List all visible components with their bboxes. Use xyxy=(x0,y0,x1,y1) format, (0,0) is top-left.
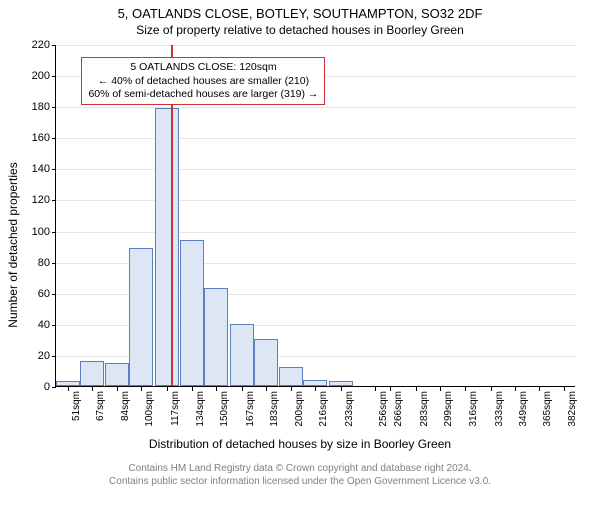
xtick-mark xyxy=(375,387,376,391)
xtick-mark xyxy=(341,387,342,391)
callout-line-3: 60% of semi-detached houses are larger (… xyxy=(88,88,318,101)
gridline xyxy=(56,107,576,108)
histogram-bar xyxy=(279,367,303,386)
histogram-bar xyxy=(180,240,204,386)
xtick-label: 333sqm xyxy=(494,391,505,441)
xtick-label: 134sqm xyxy=(195,391,206,441)
ytick-label: 40 xyxy=(20,319,50,331)
xtick-label: 283sqm xyxy=(419,391,430,441)
ytick-mark xyxy=(52,232,56,233)
gridline xyxy=(56,45,576,46)
ytick-mark xyxy=(52,325,56,326)
xtick-mark xyxy=(515,387,516,391)
xtick-label: 233sqm xyxy=(344,391,355,441)
gridline xyxy=(56,138,576,139)
xtick-label: 382sqm xyxy=(567,391,578,441)
xtick-label: 256sqm xyxy=(378,391,389,441)
xtick-mark xyxy=(266,387,267,391)
histogram-bar xyxy=(155,108,179,386)
xtick-label: 216sqm xyxy=(318,391,329,441)
ytick-mark xyxy=(52,200,56,201)
ytick-label: 60 xyxy=(20,288,50,300)
y-axis-label: Number of detached properties xyxy=(6,75,20,415)
histogram-bar xyxy=(230,324,254,386)
xtick-label: 167sqm xyxy=(245,391,256,441)
histogram-bar xyxy=(303,380,327,386)
xtick-mark xyxy=(416,387,417,391)
xtick-mark xyxy=(539,387,540,391)
xtick-mark xyxy=(242,387,243,391)
histogram-bar xyxy=(56,381,80,386)
callout-line-2: ← 40% of detached houses are smaller (21… xyxy=(88,75,318,88)
xtick-label: 84sqm xyxy=(120,391,131,441)
ytick-mark xyxy=(52,169,56,170)
xtick-mark xyxy=(192,387,193,391)
xtick-mark xyxy=(216,387,217,391)
ytick-mark xyxy=(52,107,56,108)
xtick-label: 266sqm xyxy=(393,391,404,441)
ytick-mark xyxy=(52,356,56,357)
xtick-label: 51sqm xyxy=(71,391,82,441)
ytick-label: 200 xyxy=(20,70,50,82)
ytick-mark xyxy=(52,138,56,139)
xtick-mark xyxy=(465,387,466,391)
histogram-bar xyxy=(105,363,129,386)
footer-line-2: Contains public sector information licen… xyxy=(0,476,600,489)
histogram-bar xyxy=(204,288,228,386)
ytick-mark xyxy=(52,76,56,77)
ytick-mark xyxy=(52,387,56,388)
chart-title-main: 5, OATLANDS CLOSE, BOTLEY, SOUTHAMPTON, … xyxy=(0,6,600,21)
histogram-bar xyxy=(80,361,104,386)
xtick-label: 117sqm xyxy=(170,391,181,441)
ytick-label: 140 xyxy=(20,163,50,175)
xtick-label: 200sqm xyxy=(294,391,305,441)
gridline xyxy=(56,169,576,170)
ytick-label: 0 xyxy=(20,381,50,393)
footer-attribution: Contains HM Land Registry data © Crown c… xyxy=(0,463,600,488)
xtick-mark xyxy=(390,387,391,391)
xtick-label: 150sqm xyxy=(219,391,230,441)
xtick-mark xyxy=(167,387,168,391)
ytick-label: 120 xyxy=(20,194,50,206)
xtick-label: 316sqm xyxy=(468,391,479,441)
ytick-mark xyxy=(52,45,56,46)
ytick-label: 20 xyxy=(20,350,50,362)
xtick-label: 67sqm xyxy=(95,391,106,441)
callout-line-1: 5 OATLANDS CLOSE: 120sqm xyxy=(88,61,318,74)
xtick-mark xyxy=(291,387,292,391)
xtick-mark xyxy=(92,387,93,391)
xtick-mark xyxy=(117,387,118,391)
xtick-mark xyxy=(68,387,69,391)
histogram-bar xyxy=(329,381,353,386)
chart-title-sub: Size of property relative to detached ho… xyxy=(0,23,600,37)
xtick-mark xyxy=(564,387,565,391)
chart-area: 02040608010012014016018020022051sqm67sqm… xyxy=(55,45,575,387)
callout-box: 5 OATLANDS CLOSE: 120sqm← 40% of detache… xyxy=(81,57,325,104)
footer-line-1: Contains HM Land Registry data © Crown c… xyxy=(0,463,600,476)
xtick-label: 183sqm xyxy=(269,391,280,441)
ytick-label: 100 xyxy=(20,226,50,238)
xtick-label: 365sqm xyxy=(542,391,553,441)
xtick-label: 299sqm xyxy=(443,391,454,441)
ytick-label: 160 xyxy=(20,132,50,144)
ytick-label: 80 xyxy=(20,257,50,269)
xtick-mark xyxy=(440,387,441,391)
histogram-bar xyxy=(254,339,278,386)
ytick-mark xyxy=(52,263,56,264)
ytick-mark xyxy=(52,294,56,295)
xtick-mark xyxy=(315,387,316,391)
xtick-mark xyxy=(491,387,492,391)
ytick-label: 180 xyxy=(20,101,50,113)
xtick-label: 100sqm xyxy=(144,391,155,441)
xtick-mark xyxy=(141,387,142,391)
ytick-label: 220 xyxy=(20,39,50,51)
gridline xyxy=(56,200,576,201)
xtick-label: 349sqm xyxy=(518,391,529,441)
plot-area: 02040608010012014016018020022051sqm67sqm… xyxy=(55,45,575,387)
histogram-bar xyxy=(129,248,153,386)
gridline xyxy=(56,232,576,233)
